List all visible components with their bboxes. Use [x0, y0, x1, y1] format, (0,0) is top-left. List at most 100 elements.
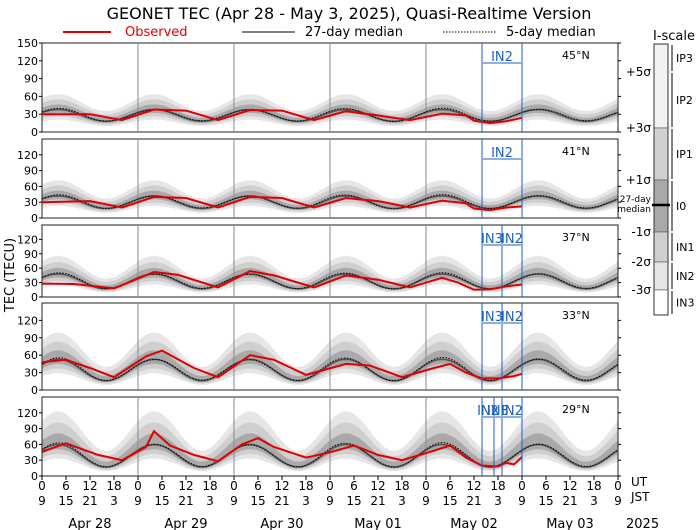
- y-tick-label: 60: [24, 262, 38, 275]
- i-scale-sigma-label: median: [617, 205, 651, 215]
- storm-label: IN3: [487, 404, 509, 419]
- legend-observed-label: Observed: [125, 25, 188, 40]
- storm-label: IN2: [477, 404, 499, 419]
- y-tick-label: 90: [24, 423, 38, 436]
- ut-tick-label: 18: [298, 479, 313, 493]
- i-scale-sigma-label: 27-day: [620, 195, 652, 205]
- y-tick-label: 30: [24, 196, 38, 209]
- jst-tick-label: 15: [346, 494, 361, 508]
- y-axis-label: TEC (TECU): [3, 238, 18, 313]
- i-scale-segment: [653, 231, 669, 263]
- jst-tick-label: 15: [442, 494, 457, 508]
- ut-tick-label: 6: [158, 479, 166, 493]
- jst-tick-label: 21: [562, 494, 577, 508]
- i-scale-sigma-label: +3σ: [626, 121, 652, 135]
- i-scale-class-label: IP2: [676, 94, 693, 107]
- x-axis-jst-label: JST: [630, 490, 650, 504]
- ut-tick-label: 12: [466, 479, 481, 493]
- storm-label: IN3: [481, 310, 503, 325]
- jst-tick-label: 9: [422, 494, 430, 508]
- panel-latitude-label: 33°N: [562, 309, 590, 322]
- jst-tick-label: 15: [58, 494, 73, 508]
- jst-tick-label: 15: [250, 494, 265, 508]
- ut-tick-label: 0: [326, 479, 334, 493]
- ut-tick-label: 12: [562, 479, 577, 493]
- ut-tick-label: 12: [178, 479, 193, 493]
- jst-tick-label: 3: [206, 494, 214, 508]
- ut-tick-label: 12: [82, 479, 97, 493]
- storm-intervals: IN2: [481, 43, 523, 132]
- panel-0: 0 30 60 90 120 150 IN2 45°N: [17, 37, 621, 139]
- jst-tick-label: 9: [518, 494, 526, 508]
- ut-tick-label: 18: [202, 479, 217, 493]
- ut-tick-label: 18: [106, 479, 121, 493]
- i-scale-segment: [653, 289, 669, 316]
- jst-tick-label: 9: [134, 494, 142, 508]
- y-tick-label: 0: [31, 212, 38, 225]
- jst-tick-label: 3: [398, 494, 406, 508]
- y-tick-label: 120: [17, 55, 38, 68]
- storm-label: IN2: [501, 404, 523, 419]
- ut-tick-label: 6: [542, 479, 550, 493]
- y-tick-label: 0: [31, 470, 38, 483]
- i-scale-sigma-label: -1σ: [631, 225, 651, 239]
- y-tick-label: 90: [24, 165, 38, 178]
- ut-tick-label: 0: [422, 479, 430, 493]
- panel-latitude-label: 37°N: [562, 231, 590, 244]
- jst-tick-label: 9: [326, 494, 334, 508]
- panel-latitude-label: 45°N: [562, 49, 590, 62]
- y-tick-label: 120: [17, 149, 38, 162]
- ut-tick-label: 18: [394, 479, 409, 493]
- i-scale-sigma-label: +1σ: [626, 173, 652, 187]
- day-label: May 03: [546, 517, 594, 530]
- y-tick-label: 30: [24, 277, 38, 290]
- jst-tick-label: 3: [302, 494, 310, 508]
- jst-tick-label: 3: [494, 494, 502, 508]
- i-scale-segment: [653, 261, 669, 291]
- storm-label: IN2: [501, 310, 523, 325]
- series-5-day-median: [41, 356, 619, 382]
- chart-title: GEONET TEC (Apr 28 - May 3, 2025), Quasi…: [107, 4, 592, 23]
- y-tick-label: 30: [24, 367, 38, 380]
- ut-tick-label: 6: [254, 479, 262, 493]
- day-label: Apr 30: [260, 517, 303, 530]
- ut-tick-label: 6: [350, 479, 358, 493]
- i-scale-frame: [653, 43, 669, 316]
- ut-tick-label: 0: [38, 479, 46, 493]
- y-tick-label: 60: [24, 90, 38, 103]
- jst-tick-label: 21: [466, 494, 481, 508]
- panel-latitude-label: 29°N: [562, 403, 590, 416]
- y-tick-label: 120: [17, 407, 38, 420]
- ut-tick-label: 12: [370, 479, 385, 493]
- jst-tick-label: 21: [82, 494, 97, 508]
- i-scale-sigma-label: -3σ: [631, 283, 651, 297]
- i-scale-class-label: I0: [676, 200, 686, 213]
- y-tick-label: 30: [24, 454, 38, 467]
- jst-tick-label: 21: [274, 494, 289, 508]
- y-tick-label: 90: [24, 73, 38, 86]
- ut-tick-label: 0: [518, 479, 526, 493]
- y-tick-label: 0: [31, 126, 38, 139]
- y-tick-label: 30: [24, 108, 38, 121]
- ut-tick-label: 6: [62, 479, 70, 493]
- jst-tick-label: 21: [370, 494, 385, 508]
- y-tick-label: 90: [24, 248, 38, 261]
- i-scale-segment: [653, 43, 669, 129]
- storm-intervals: IN2: [481, 139, 523, 218]
- y-tick-label: 120: [17, 314, 38, 327]
- day-label: May 01: [354, 517, 402, 530]
- series-5-day-median: [41, 194, 619, 210]
- storm-label: IN2: [491, 146, 513, 161]
- ut-tick-label: 0: [134, 479, 142, 493]
- jst-tick-label: 21: [178, 494, 193, 508]
- jst-tick-label: 3: [110, 494, 118, 508]
- y-tick-label: 150: [17, 37, 38, 50]
- y-tick-label: 90: [24, 332, 38, 345]
- ut-tick-label: 18: [490, 479, 505, 493]
